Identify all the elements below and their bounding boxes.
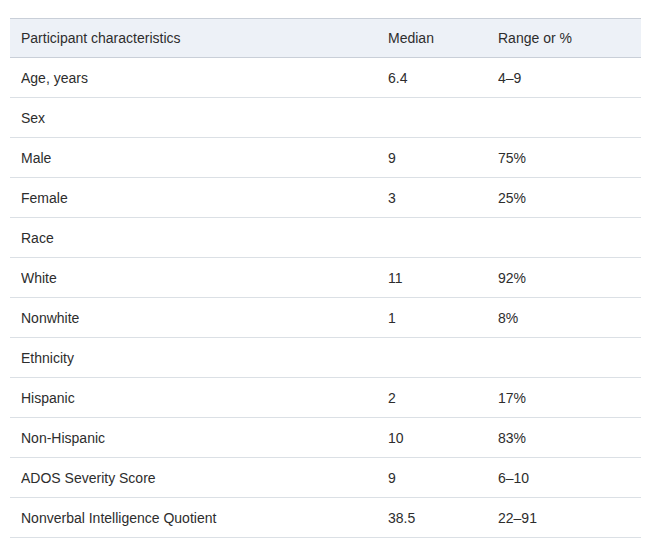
table-body: Age, years6.44–9 Sex Male975%Female325% Rac… [10, 58, 641, 538]
table-row: Nonwhite18% [10, 298, 641, 338]
table-cell-label: Non-Hispanic [21, 430, 388, 446]
participant-characteristics-table: Participant characteristics Median Range… [10, 18, 641, 538]
table-cell-label: Race [21, 230, 388, 246]
table-cell-median: 9 [388, 470, 498, 486]
table-row: Sex [10, 98, 641, 138]
table-header-row: Participant characteristics Median Range… [10, 18, 641, 58]
table-cell-label: Nonwhite [21, 310, 388, 326]
table-row: Male975% [10, 138, 641, 178]
column-header-range: Range or % [498, 30, 651, 46]
table-cell-label: Ethnicity [21, 350, 388, 366]
table-cell-label: Nonverbal Intelligence Quotient [21, 510, 388, 526]
table-row: White1192% [10, 258, 641, 298]
table-row: Nonverbal Intelligence Quotient38.522–91 [10, 498, 641, 538]
table-cell-label: Sex [21, 110, 388, 126]
table-cell-label: White [21, 270, 388, 286]
table-cell-median: 11 [388, 270, 498, 286]
table-cell-label: Age, years [21, 70, 388, 86]
table-row: Female325% [10, 178, 641, 218]
table-cell-range: 25% [498, 190, 651, 206]
table-row: ADOS Severity Score96–10 [10, 458, 641, 498]
table-cell-median: 10 [388, 430, 498, 446]
table-cell-range: 75% [498, 150, 651, 166]
table-cell-range: 83% [498, 430, 651, 446]
table-row: Non-Hispanic1083% [10, 418, 641, 458]
table-cell-median: 9 [388, 150, 498, 166]
table-row: Age, years6.44–9 [10, 58, 641, 98]
table-row: Ethnicity [10, 338, 641, 378]
table-cell-range: 17% [498, 390, 651, 406]
table-cell-median: 2 [388, 390, 498, 406]
table-cell-range: 4–9 [498, 70, 651, 86]
table-cell-label: Hispanic [21, 390, 388, 406]
table-row: Hispanic217% [10, 378, 641, 418]
table-cell-label: ADOS Severity Score [21, 470, 388, 486]
column-header-characteristics: Participant characteristics [21, 30, 388, 46]
table-cell-range: 92% [498, 270, 651, 286]
table-cell-range: 22–91 [498, 510, 651, 526]
table-cell-median: 38.5 [388, 510, 498, 526]
table-cell-median: 1 [388, 310, 498, 326]
table-row: Race [10, 218, 641, 258]
table-cell-range: 8% [498, 310, 651, 326]
table-cell-label: Male [21, 150, 388, 166]
table-cell-range: 6–10 [498, 470, 651, 486]
table-cell-median: 6.4 [388, 70, 498, 86]
table-cell-label: Female [21, 190, 388, 206]
column-header-median: Median [388, 30, 498, 46]
table-cell-median: 3 [388, 190, 498, 206]
